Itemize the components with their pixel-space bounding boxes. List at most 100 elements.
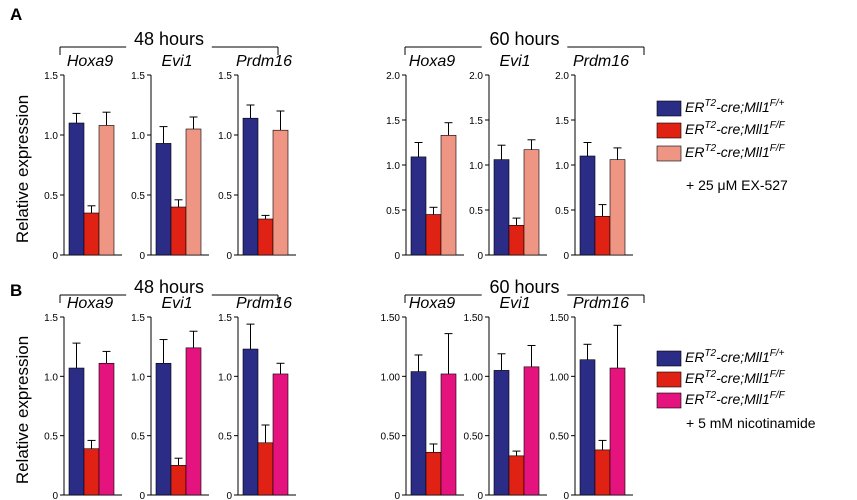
legend-label-part: ER [685, 370, 704, 386]
legend-swatch [656, 145, 682, 162]
bar [425, 451, 442, 496]
legend-label-part: -cre;Mll1 [716, 349, 770, 365]
bar [98, 362, 115, 496]
legend-label-part: -cre;Mll1 [716, 144, 770, 160]
y-tick-label: 0 [226, 491, 232, 500]
gene-title: Evi1 [161, 53, 192, 70]
legend-swatch [656, 392, 682, 409]
gene-title: Hoxa9 [409, 295, 455, 312]
legend-label-part: F/F [770, 369, 786, 380]
legend-label-part: -cre;Mll1 [716, 370, 770, 386]
y-tick-label: 1.5 [469, 116, 483, 127]
gene-title: Prdm16 [236, 295, 292, 312]
y-tick-label: 0 [477, 491, 483, 500]
y-tick-label: 1.5 [131, 71, 145, 82]
y-tick-label: 1.0 [386, 161, 400, 172]
legend-label-part: -cre;Mll1 [716, 121, 770, 137]
gene-title: Hoxa9 [67, 53, 113, 70]
y-tick-label: 0.5 [218, 432, 232, 443]
time-header: 60 hours [489, 277, 559, 297]
bar [155, 143, 172, 256]
bar [242, 117, 259, 256]
y-tick-label: 2.0 [555, 71, 569, 82]
bar [272, 129, 289, 256]
gene-title: Evi1 [499, 53, 530, 70]
bar [508, 455, 525, 496]
y-tick-label: 1.00 [550, 372, 570, 383]
bar [272, 373, 289, 496]
y-tick-label: 0.5 [131, 191, 145, 202]
y-tick-label: 1.5 [131, 313, 145, 324]
y-tick-label: 0 [52, 491, 58, 500]
legend-swatch [656, 122, 682, 139]
bar [523, 149, 540, 256]
bar [594, 449, 611, 496]
legend-label: ERT2-cre;Mll1F/+ [685, 348, 785, 365]
bar [185, 347, 202, 496]
y-tick-label: 0.50 [381, 432, 401, 443]
y-tick-label: 0 [139, 491, 145, 500]
y-tick-label: 0.5 [555, 206, 569, 217]
bar [170, 206, 187, 256]
legend-label-part: F/+ [770, 98, 785, 109]
y-tick-label: 1.0 [218, 131, 232, 142]
y-tick-label: 0 [477, 251, 483, 262]
bar [579, 155, 596, 256]
bar [523, 366, 540, 496]
bar [257, 218, 274, 256]
y-tick-label: 0.5 [131, 432, 145, 443]
time-header: 48 hours [134, 29, 204, 49]
legend-swatch [656, 100, 682, 117]
y-tick-label: 1.0 [218, 372, 232, 383]
legend-label-part: F/+ [770, 348, 785, 359]
legend-label: ERT2-cre;Mll1F/F [685, 390, 786, 407]
y-tick-label: 0 [394, 251, 400, 262]
gene-title: Hoxa9 [409, 53, 455, 70]
gene-title: Prdm16 [573, 295, 629, 312]
legend-label-part: ER [685, 144, 704, 160]
bar [185, 128, 202, 256]
y-tick-label: 1.0 [131, 131, 145, 142]
legend-label-part: -cre;Mll1 [716, 391, 770, 407]
bar [579, 359, 596, 496]
legend-label-part: F/F [770, 390, 786, 401]
bar [493, 370, 510, 496]
bar [170, 465, 187, 496]
bar [68, 367, 85, 496]
legend-label-part: T2 [704, 390, 716, 401]
y-tick-label: 0.5 [44, 191, 58, 202]
y-tick-label: 1.50 [550, 313, 570, 324]
y-tick-label: 1.0 [44, 131, 58, 142]
bar [609, 367, 626, 496]
panel-letter: A [10, 5, 22, 24]
y-tick-label: 1.5 [555, 116, 569, 127]
legend-label-part: ER [685, 121, 704, 137]
y-tick-label: 1.50 [381, 313, 401, 324]
y-tick-label: 1.0 [131, 372, 145, 383]
y-tick-label: 0.5 [218, 191, 232, 202]
legend-label: ERT2-cre;Mll1F/+ [685, 98, 785, 115]
legend-label-part: F/F [770, 120, 786, 131]
y-tick-label: 1.0 [555, 161, 569, 172]
bar [440, 135, 457, 256]
bar [410, 156, 427, 256]
y-tick-label: 2.0 [386, 71, 400, 82]
time-header: 48 hours [134, 277, 204, 297]
y-tick-label: 1.5 [218, 71, 232, 82]
y-axis-label: Relative expression [13, 95, 32, 243]
legend-note: + 5 mM nicotinamide [686, 415, 816, 431]
y-tick-label: 1.0 [44, 372, 58, 383]
legend-note: + 25 μM EX-527 [686, 177, 788, 193]
bar [68, 122, 85, 256]
legend-label-part: ER [685, 99, 704, 115]
legend-label: ERT2-cre;Mll1F/F [685, 120, 786, 137]
y-tick-label: 2.0 [469, 71, 483, 82]
y-tick-label: 0 [563, 491, 569, 500]
gene-title: Hoxa9 [67, 295, 113, 312]
legend-label-part: T2 [704, 348, 716, 359]
bar [609, 159, 626, 256]
y-tick-label: 1.5 [44, 71, 58, 82]
bar [594, 216, 611, 256]
gene-title: Prdm16 [236, 53, 292, 70]
